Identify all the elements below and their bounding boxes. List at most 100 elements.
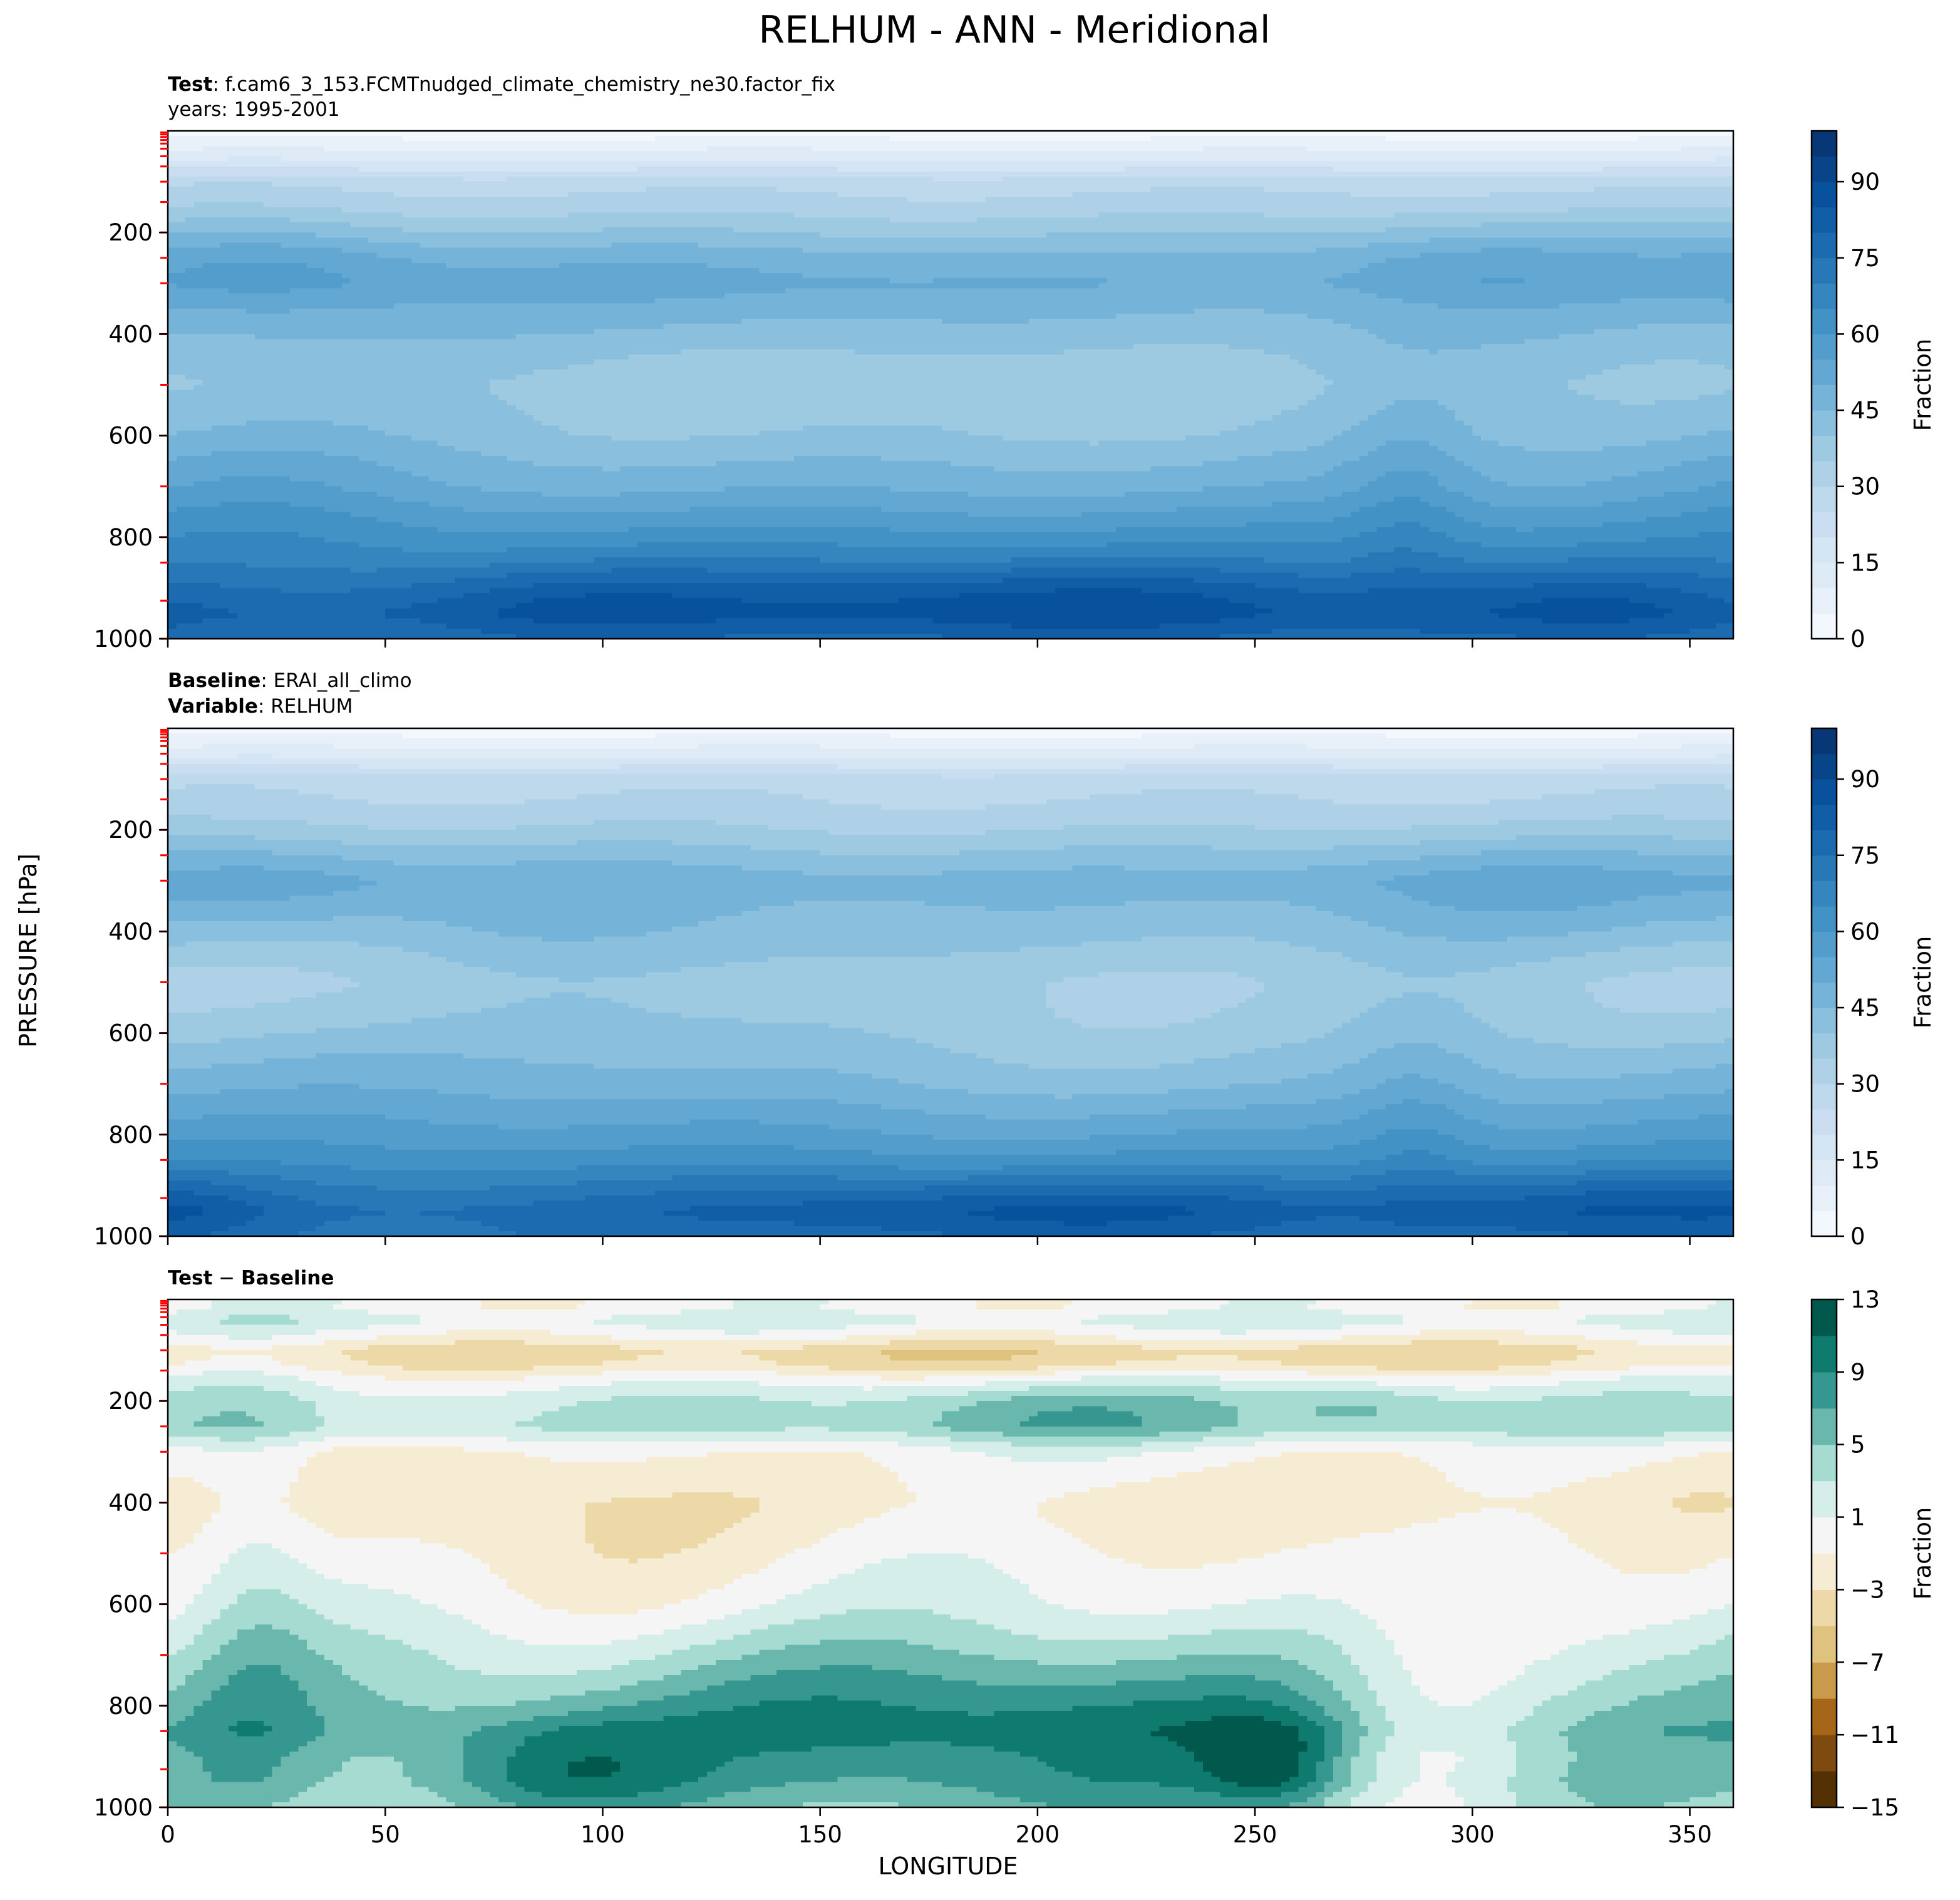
colorbar-tick-label: −15 — [1850, 1794, 1899, 1821]
colorbar-segment — [1812, 1698, 1837, 1735]
colorbar-segment — [1812, 131, 1837, 157]
contour-field — [168, 1299, 1734, 1808]
y-tick-label: 800 — [108, 1693, 153, 1720]
x-tick-label: 300 — [1450, 1821, 1495, 1848]
contour-field — [168, 728, 1734, 1237]
colorbar-segment — [1812, 805, 1837, 830]
colorbar-segment — [1812, 931, 1837, 957]
y-tick-label: 800 — [108, 1122, 153, 1149]
colorbar-tick-label: −11 — [1850, 1722, 1899, 1748]
y-tick-label: 1000 — [94, 1794, 153, 1821]
x-tick-label: 200 — [1016, 1821, 1060, 1848]
colorbar-tick-label: 0 — [1850, 626, 1865, 653]
y-tick-label: 800 — [108, 524, 153, 551]
colorbar-tick-label: 15 — [1850, 549, 1880, 576]
x-tick-label: 50 — [371, 1821, 400, 1848]
colorbar-tick-label: 0 — [1850, 1223, 1865, 1250]
x-tick-label: 150 — [798, 1821, 842, 1848]
colorbar-segment — [1812, 1211, 1837, 1236]
colorbar-segment — [1812, 1372, 1837, 1408]
colorbar-segment — [1812, 537, 1837, 563]
colorbar-segment — [1812, 880, 1837, 906]
colorbar-segment — [1812, 1481, 1837, 1517]
colorbar-tick-label: 75 — [1850, 245, 1880, 272]
colorbar-segment — [1812, 906, 1837, 932]
panel-title-line: years: 1995-2001 — [168, 98, 340, 121]
colorbar-segment — [1812, 309, 1837, 334]
colorbar-tick-label: 60 — [1850, 918, 1880, 945]
y-tick-label: 200 — [108, 1388, 153, 1415]
y-tick-label: 200 — [108, 817, 153, 844]
colorbar-label: Fraction — [1909, 936, 1936, 1029]
y-tick-label: 600 — [108, 423, 153, 450]
colorbar-segment — [1812, 385, 1837, 411]
colorbar-segment — [1812, 182, 1837, 207]
colorbar-segment — [1812, 1554, 1837, 1590]
colorbar-tick-label: 30 — [1850, 1071, 1880, 1098]
y-tick-label: 400 — [108, 1489, 153, 1516]
figure-xlabel: LONGITUDE — [878, 1852, 1018, 1880]
colorbar-segment — [1812, 754, 1837, 780]
colorbar-tick-label: 90 — [1850, 168, 1880, 195]
colorbar-segment — [1812, 461, 1837, 487]
colorbar-tick-label: 9 — [1850, 1359, 1865, 1386]
colorbar-segment — [1812, 1058, 1837, 1084]
colorbar-segment — [1812, 359, 1837, 385]
colorbar-tick-label: 45 — [1850, 994, 1880, 1021]
y-tick-label: 200 — [108, 219, 153, 246]
panel-title-line: Test: f.cam6_3_153.FCMTnudged_climate_ch… — [168, 73, 835, 96]
colorbar-segment — [1812, 957, 1837, 983]
colorbar-segment — [1812, 436, 1837, 462]
colorbar-tick-label: 13 — [1850, 1286, 1880, 1313]
colorbar-segment — [1812, 1033, 1837, 1059]
colorbar-segment — [1812, 1185, 1837, 1211]
x-tick-label: 0 — [160, 1821, 175, 1848]
colorbar-segment — [1812, 1299, 1837, 1336]
colorbar-tick-label: −3 — [1850, 1576, 1885, 1603]
x-tick-label: 350 — [1668, 1821, 1712, 1848]
colorbar-segment — [1812, 1135, 1837, 1160]
colorbar: 0 15 30 45 60 75 90 Fraction — [1812, 728, 1936, 1250]
colorbar-segment — [1812, 728, 1837, 754]
colorbar-segment — [1812, 830, 1837, 855]
colorbar-segment — [1812, 1408, 1837, 1445]
colorbar-segment — [1812, 1735, 1837, 1771]
colorbar-label: Fraction — [1909, 339, 1936, 431]
panel-title-line: Test − Baseline — [168, 1267, 334, 1289]
x-tick-label: 250 — [1233, 1821, 1277, 1848]
colorbar-segment — [1812, 410, 1837, 436]
colorbar-tick-label: −7 — [1850, 1649, 1885, 1676]
colorbar-segment — [1812, 613, 1837, 639]
colorbar-segment — [1812, 588, 1837, 614]
colorbar-tick-label: 15 — [1850, 1147, 1880, 1174]
colorbar-tick-label: 75 — [1850, 842, 1880, 869]
colorbar: −15 −11 −7 −3 1 5 9 13 Fraction — [1812, 1286, 1936, 1821]
colorbar-segment — [1812, 779, 1837, 805]
colorbar-segment — [1812, 1662, 1837, 1698]
colorbar-tick-label: 1 — [1850, 1504, 1865, 1531]
colorbar-segment — [1812, 157, 1837, 182]
colorbar-segment — [1812, 1589, 1837, 1626]
colorbar-segment — [1812, 334, 1837, 359]
colorbar-segment — [1812, 1084, 1837, 1110]
y-tick-label: 400 — [108, 321, 153, 348]
colorbar-segment — [1812, 487, 1837, 512]
colorbar-segment — [1812, 1008, 1837, 1033]
colorbar-segment — [1812, 983, 1837, 1008]
panel-test: Test: f.cam6_3_153.FCMTnudged_climate_ch… — [94, 73, 1936, 653]
colorbar-segment — [1812, 512, 1837, 537]
colorbar-segment — [1812, 1626, 1837, 1662]
colorbar-segment — [1812, 1517, 1837, 1554]
colorbar-segment — [1812, 258, 1837, 284]
colorbar-segment — [1812, 283, 1837, 309]
colorbar-segment — [1812, 855, 1837, 881]
colorbar-tick-label: 5 — [1850, 1432, 1865, 1459]
colorbar-tick-label: 45 — [1850, 397, 1880, 424]
colorbar-segment — [1812, 1445, 1837, 1481]
y-tick-label: 400 — [108, 918, 153, 945]
colorbar-label: Fraction — [1909, 1507, 1936, 1600]
colorbar-tick-label: 90 — [1850, 766, 1880, 793]
